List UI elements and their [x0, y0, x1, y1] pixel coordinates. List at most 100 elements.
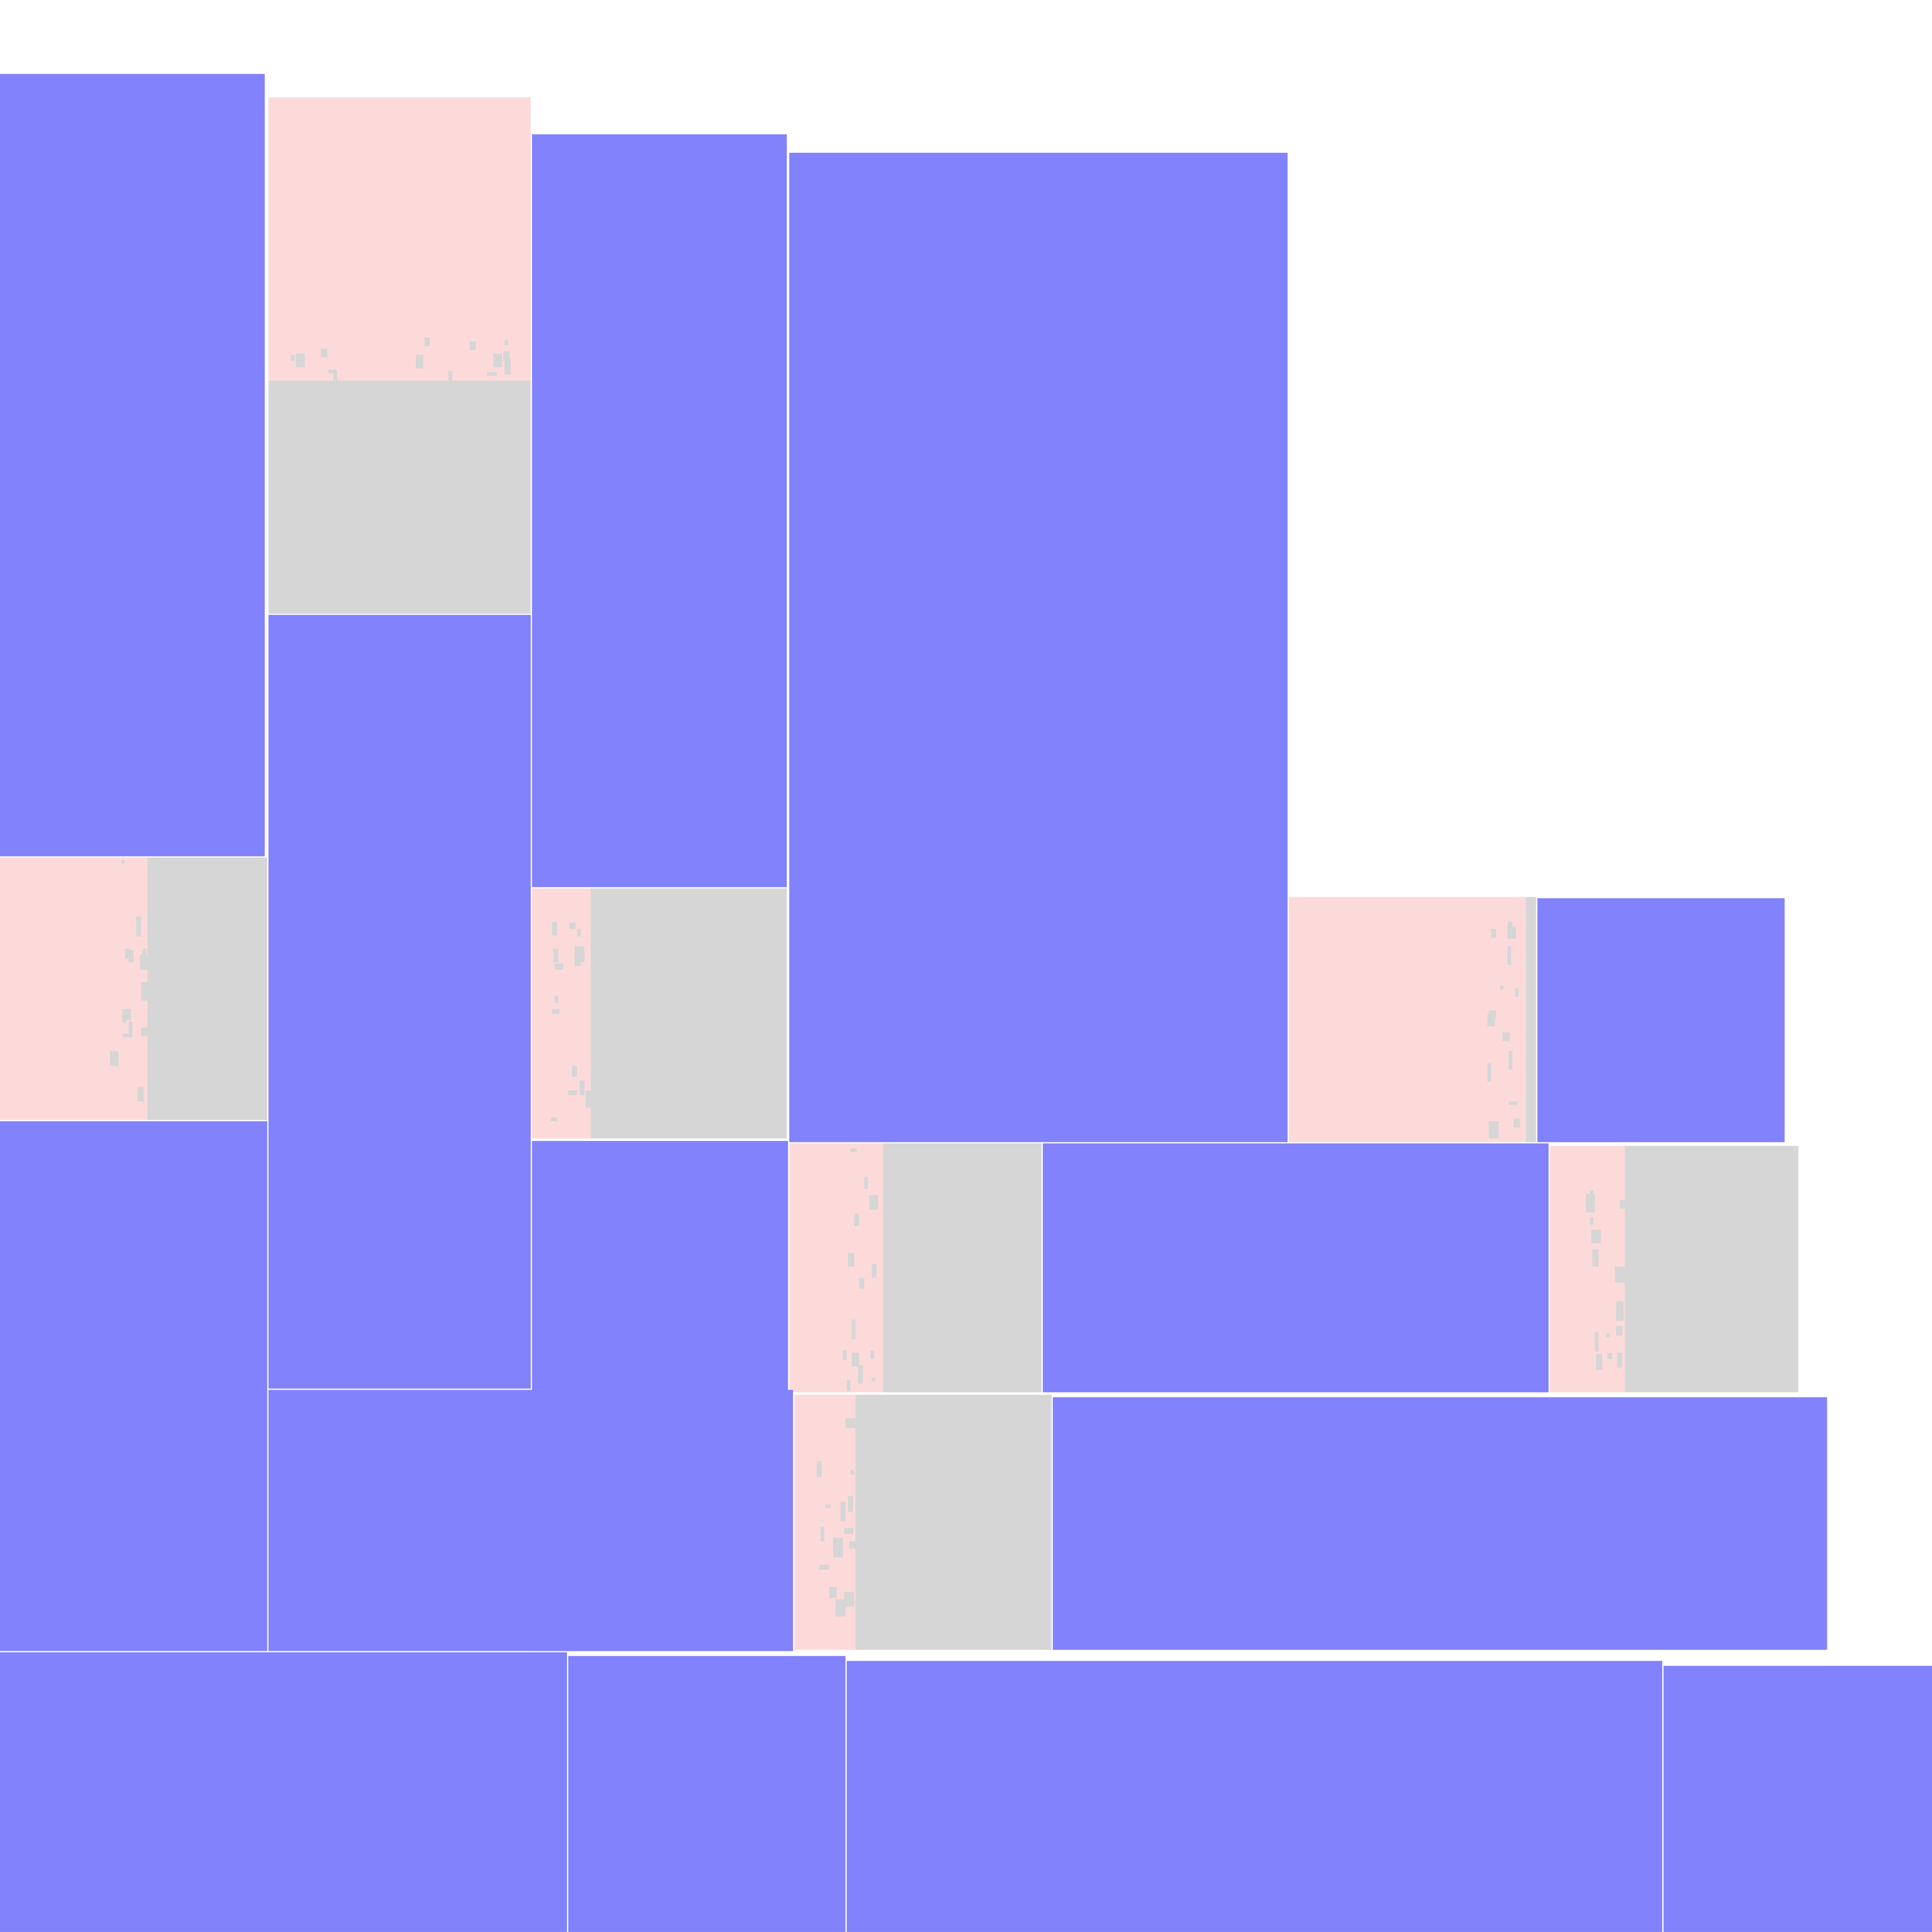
tile-remainder: [1526, 897, 1536, 1142]
tile-speck: [109, 1050, 118, 1066]
tile-speck: [852, 1319, 856, 1339]
tile-remainder: [268, 381, 531, 614]
tile-speck: [833, 1537, 843, 1557]
tile-speck: [572, 1066, 577, 1077]
tile-speck: [1607, 1352, 1612, 1359]
tile-speck: [844, 1528, 853, 1534]
tile-speck: [847, 1380, 851, 1391]
tile-speck: [1487, 1063, 1491, 1082]
tile: [1663, 1666, 1932, 1932]
tile-speck: [122, 1008, 126, 1022]
tile-speck: [1594, 1332, 1599, 1352]
tile-speck: [424, 337, 429, 346]
tile-speck: [1502, 1032, 1510, 1041]
tile-speck: [333, 371, 338, 390]
tile: [0, 1652, 567, 1932]
tile-speck: [128, 950, 134, 963]
tile-speck: [1616, 1301, 1624, 1322]
tile-speck: [1595, 1354, 1602, 1370]
tile-speck: [569, 923, 576, 929]
tile-speck: [820, 1527, 824, 1542]
tile-speck: [1514, 1118, 1520, 1127]
tile-speck: [855, 1213, 860, 1226]
tile-speck: [1592, 1249, 1599, 1267]
tile-speck: [829, 1587, 837, 1598]
tile: [1053, 1397, 1827, 1650]
tile: [0, 74, 265, 857]
tile-speck: [579, 1080, 584, 1095]
tile-speck: [504, 358, 511, 374]
tile-remainder: [147, 858, 267, 1120]
tile: [268, 1390, 793, 1651]
tile-speck: [825, 1505, 830, 1509]
tile-speck: [121, 860, 125, 864]
tile-speck: [843, 1350, 847, 1361]
tile-speck: [135, 916, 141, 937]
tile-speck: [840, 1502, 845, 1522]
tile-speck: [553, 949, 558, 962]
tile-speck: [1499, 985, 1504, 989]
tile-speck: [321, 348, 327, 357]
tile-speck: [872, 1377, 876, 1382]
tile-speck: [1507, 946, 1511, 965]
tile-speck: [551, 1117, 558, 1121]
tile-speck: [858, 1365, 864, 1384]
tile-speck: [415, 354, 423, 368]
tile-speck: [851, 1148, 858, 1152]
tile-remainder: [883, 1143, 1042, 1392]
tile-speck: [870, 1350, 874, 1360]
tile-speck: [291, 355, 295, 362]
tile-speck: [851, 1353, 859, 1367]
tile-speck: [1606, 1333, 1610, 1337]
tile: [532, 888, 787, 1139]
tile-remainder: [1624, 1146, 1799, 1392]
tile: [1289, 897, 1536, 1142]
tile-speck: [493, 353, 503, 367]
tile-speck: [449, 371, 453, 387]
tile-speck: [1511, 926, 1516, 939]
tile-speck: [849, 1541, 860, 1549]
tile-speck: [128, 1022, 132, 1037]
tile-speck: [554, 995, 558, 1003]
tile-speck: [574, 946, 580, 966]
tile-speck: [819, 1564, 830, 1570]
tile-speck: [1591, 1230, 1601, 1244]
tile-speck: [141, 981, 149, 1000]
tile-speck: [1617, 1353, 1623, 1368]
tile-speck: [1508, 1051, 1513, 1070]
tile-speck: [845, 1418, 856, 1428]
tile-speck: [848, 1496, 854, 1512]
tile-remainder: [591, 888, 787, 1139]
tile-speck: [844, 1591, 855, 1607]
tile-speck: [125, 948, 130, 958]
tile: [0, 1121, 267, 1651]
tile: [532, 134, 787, 887]
tile-speck: [552, 922, 558, 936]
tile-speck: [864, 1177, 868, 1190]
tile-speck: [486, 372, 497, 375]
tile-speck: [505, 340, 509, 346]
tile-speck: [585, 1091, 591, 1108]
tile-speck: [576, 929, 581, 937]
tile: [1042, 1143, 1549, 1392]
tile-speck: [872, 1264, 877, 1278]
tile-speck: [138, 1087, 144, 1102]
tile-remainder: [856, 1395, 1052, 1650]
tile: [0, 858, 267, 1120]
tile: [268, 97, 531, 614]
tile-speck: [1586, 1194, 1595, 1213]
tile: [847, 1661, 1663, 1932]
tile-speck: [1507, 921, 1513, 939]
tile-speck: [1489, 1010, 1497, 1019]
tile: [568, 1656, 846, 1932]
tile-speck: [503, 350, 510, 361]
tile-speck: [859, 1277, 865, 1289]
tile-speck: [817, 1461, 823, 1478]
tile-speck: [1515, 988, 1519, 997]
tile: [789, 1143, 1042, 1392]
tile-speck: [554, 963, 564, 970]
tile: [1537, 898, 1785, 1142]
tile-speck: [328, 370, 336, 374]
tile-speck: [850, 1469, 854, 1475]
